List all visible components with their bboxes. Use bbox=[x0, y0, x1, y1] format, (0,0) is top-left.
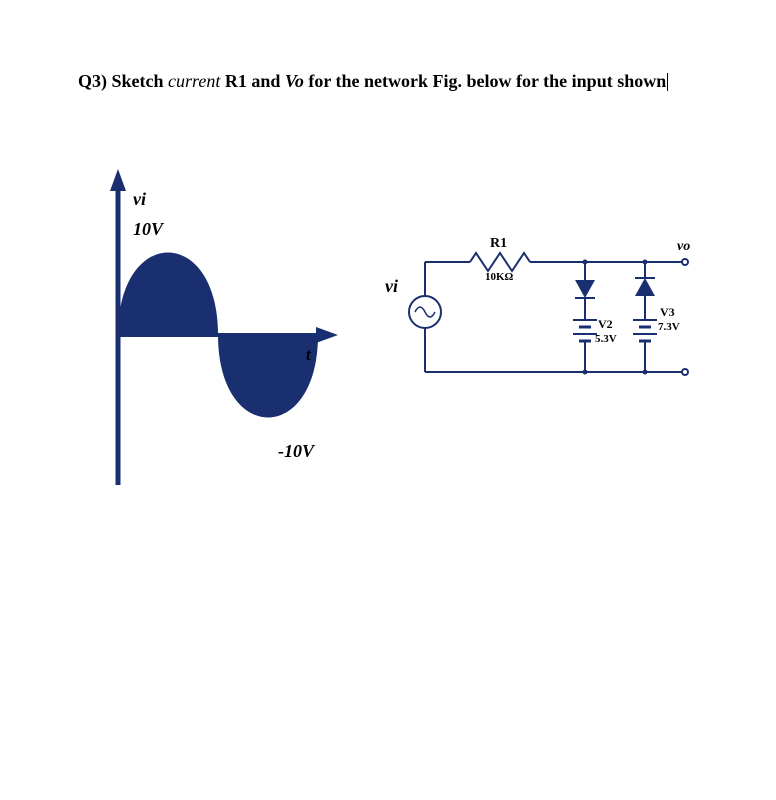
label-v2-val: 5.3V bbox=[595, 333, 617, 345]
input-waveform: vi 10V t -10V bbox=[78, 165, 358, 495]
branch-v3: V3 7.3V bbox=[633, 262, 680, 372]
sine-fill bbox=[118, 253, 318, 418]
label-r1: R1 bbox=[490, 236, 507, 251]
label-r1-val: 10KΩ bbox=[485, 271, 514, 283]
q-prefix: Q3) Sketch bbox=[78, 71, 168, 91]
node-4 bbox=[643, 370, 648, 375]
node-3 bbox=[583, 370, 588, 375]
circuit-diagram: vi R1 10KΩ vo bbox=[385, 232, 715, 412]
branch-v2: V2 5.3V bbox=[573, 262, 617, 372]
label-v2: V2 bbox=[598, 317, 613, 331]
question-text: Q3) Sketch current R1 and Vo for the net… bbox=[78, 70, 678, 93]
label-10v: 10V bbox=[133, 219, 165, 239]
label-vo: vo bbox=[677, 239, 690, 254]
label-vi-source: vi bbox=[385, 276, 398, 296]
label-vi-axis: vi bbox=[133, 189, 146, 209]
resistor-r1: R1 10KΩ bbox=[470, 236, 530, 283]
label-v3: V3 bbox=[660, 305, 675, 319]
wires-top bbox=[425, 262, 470, 296]
output-terminal-bottom bbox=[682, 369, 688, 375]
q-mid1: R1 and bbox=[220, 71, 285, 91]
label-v3-val: 7.3V bbox=[658, 321, 680, 333]
q-current: current bbox=[168, 71, 220, 91]
q-mid2: for the network Fig. below for the input… bbox=[304, 71, 666, 91]
text-cursor bbox=[667, 73, 668, 91]
label-neg10v: -10V bbox=[278, 441, 316, 461]
q-vo: Vo bbox=[285, 71, 304, 91]
ac-source bbox=[409, 296, 441, 328]
